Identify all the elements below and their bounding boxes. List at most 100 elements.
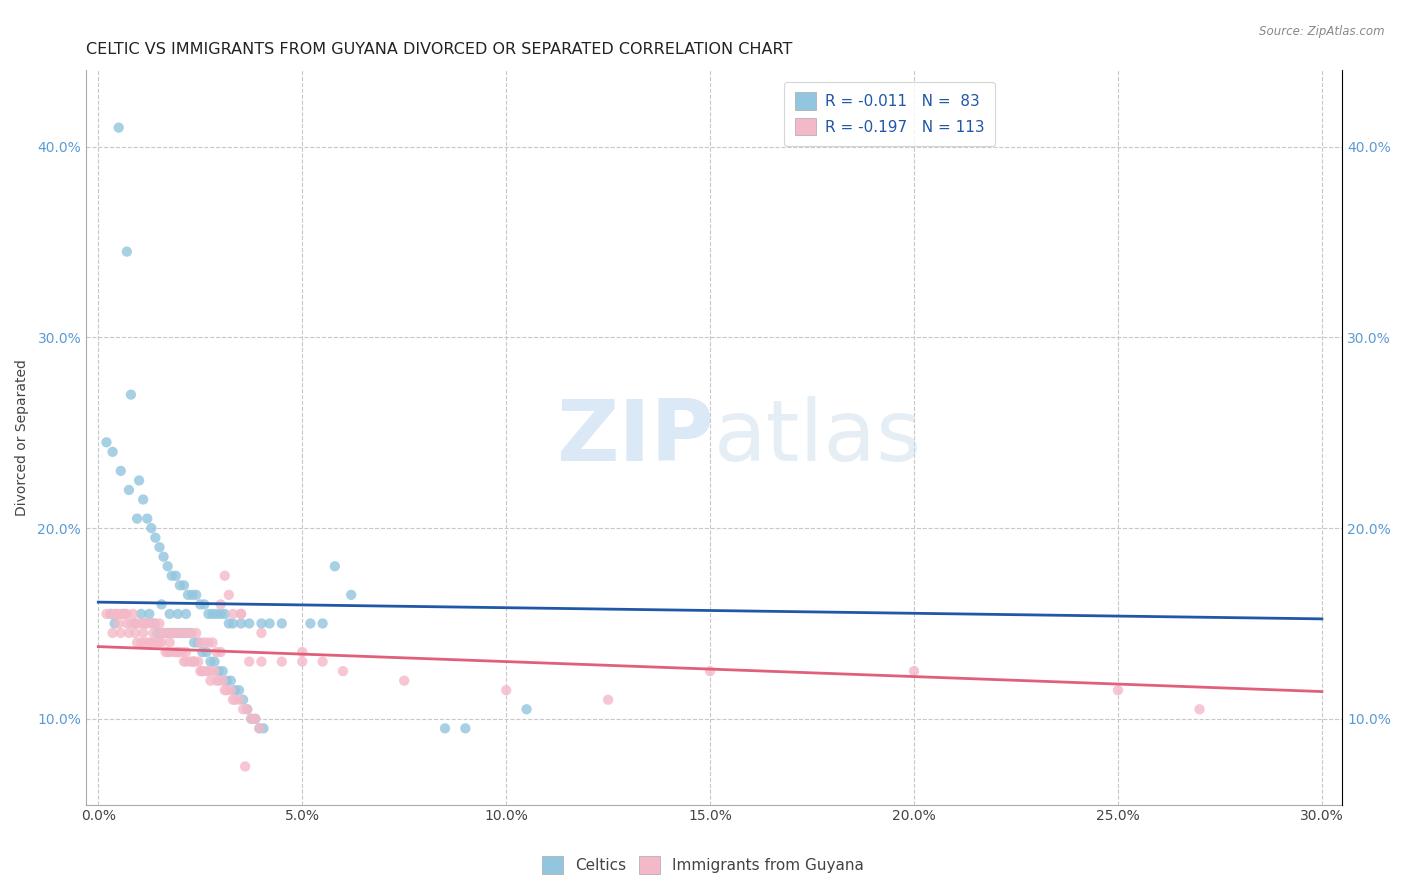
Point (204, 664, 226, 678)
Point (200, 664, 222, 678)
Point (181, 655, 204, 669)
Point (145, 531, 167, 545)
Point (1107, 683, 1129, 698)
Point (145, 616, 167, 631)
Text: Source: ZipAtlas.com: Source: ZipAtlas.com (1260, 25, 1385, 38)
Point (148, 635, 170, 649)
Point (120, 387, 142, 401)
Point (148, 616, 170, 631)
Point (177, 626, 200, 640)
Point (166, 645, 188, 659)
Point (187, 655, 209, 669)
Point (115, 607, 138, 621)
Point (188, 635, 211, 649)
Point (699, 664, 721, 678)
Point (207, 664, 229, 678)
Point (110, 626, 132, 640)
Point (105, 607, 128, 621)
Point (101, 626, 124, 640)
Point (181, 588, 204, 602)
Point (100, 607, 122, 621)
Point (96, 435, 118, 450)
Point (156, 645, 179, 659)
Point (166, 607, 188, 621)
Point (122, 607, 145, 621)
Point (245, 712, 267, 726)
Point (96, 607, 118, 621)
Point (209, 607, 232, 621)
Point (236, 702, 259, 716)
Point (104, 607, 127, 621)
Point (142, 635, 165, 649)
Point (259, 616, 281, 631)
Point (195, 664, 218, 678)
Point (181, 626, 204, 640)
Point (191, 664, 214, 678)
Point (179, 626, 201, 640)
Point (598, 692, 620, 706)
Point (146, 635, 169, 649)
Point (107, 120, 129, 135)
Point (159, 635, 181, 649)
Point (111, 607, 134, 621)
Point (228, 683, 250, 698)
Point (291, 655, 314, 669)
Point (186, 626, 208, 640)
Point (193, 635, 215, 649)
Point (134, 635, 156, 649)
Point (224, 692, 246, 706)
Point (197, 635, 219, 649)
Point (233, 759, 256, 773)
Point (141, 521, 163, 535)
Point (165, 626, 187, 640)
Point (170, 645, 193, 659)
Point (132, 616, 155, 631)
Point (174, 626, 197, 640)
Point (174, 655, 197, 669)
Point (218, 616, 240, 631)
Point (146, 626, 169, 640)
Point (169, 626, 191, 640)
Point (118, 483, 141, 497)
Point (125, 511, 148, 525)
Point (214, 568, 236, 582)
Point (211, 673, 233, 688)
Point (183, 655, 205, 669)
Point (159, 626, 181, 640)
Point (270, 655, 292, 669)
Point (516, 702, 538, 716)
Point (340, 588, 363, 602)
Point (128, 474, 150, 488)
Point (229, 607, 252, 621)
Point (107, 607, 129, 621)
Point (134, 616, 156, 631)
Point (188, 598, 211, 612)
Point (163, 645, 186, 659)
Point (179, 655, 201, 669)
Point (110, 464, 132, 478)
Legend: R = -0.011   N =  83, R = -0.197   N = 113: R = -0.011 N = 83, R = -0.197 N = 113 (785, 82, 995, 146)
Point (173, 578, 195, 592)
Point (142, 616, 165, 631)
Point (250, 655, 273, 669)
Point (205, 645, 228, 659)
Point (150, 626, 173, 640)
Point (197, 664, 219, 678)
Point (222, 607, 245, 621)
Point (218, 588, 240, 602)
Point (209, 598, 232, 612)
Point (201, 607, 224, 621)
Point (159, 645, 181, 659)
Point (165, 645, 187, 659)
Point (454, 722, 477, 736)
Point (169, 578, 191, 592)
Point (107, 616, 129, 631)
Point (160, 568, 183, 582)
Point (209, 645, 232, 659)
Point (249, 722, 271, 736)
Point (211, 664, 233, 678)
Point (165, 568, 187, 582)
Point (191, 664, 214, 678)
Point (232, 692, 254, 706)
Point (183, 655, 205, 669)
